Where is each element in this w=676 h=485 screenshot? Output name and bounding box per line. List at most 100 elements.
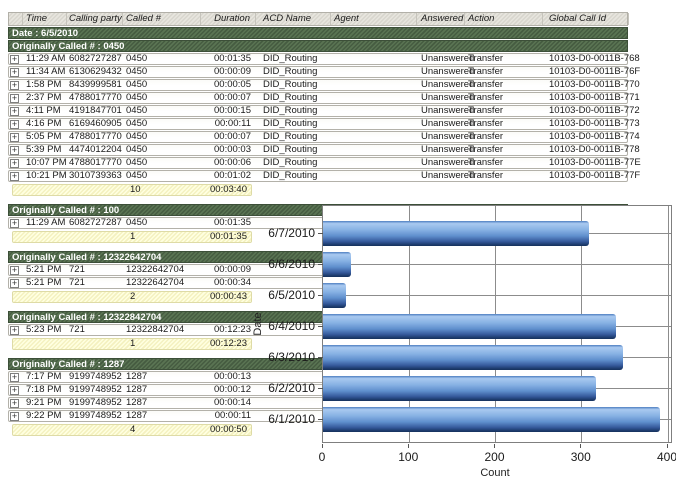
answered-cell: Unanswered <box>421 131 475 142</box>
expand-icon[interactable]: + <box>10 171 19 181</box>
action-cell: Transfer <box>468 170 504 181</box>
calling-cell: 9199748952 <box>69 410 122 421</box>
expand-cell: + <box>9 325 23 336</box>
time-cell: 1:58 PM <box>26 79 62 90</box>
y-tick-label: 6/2/2010 <box>268 381 315 395</box>
called-cell: 0450 <box>126 217 148 228</box>
answered-cell: Unanswered <box>421 66 475 77</box>
summary-call-count: 1 <box>130 338 136 349</box>
gridline-vertical <box>667 206 669 442</box>
agent-cell <box>331 132 417 143</box>
time-cell: 2:37 PM <box>26 92 62 103</box>
calling-cell: 6082727287 <box>69 217 122 228</box>
called-cell: 1287 <box>126 371 148 382</box>
chart-bar <box>323 376 596 401</box>
action-cell: Transfer <box>468 53 504 64</box>
calling-cell: 721 <box>69 277 85 288</box>
expand-icon[interactable]: + <box>10 218 19 228</box>
global_id-cell: 10103-D0-0011B-771 <box>549 92 640 103</box>
expand-icon[interactable]: + <box>10 132 19 142</box>
action-cell: Transfer <box>468 157 504 168</box>
expand-icon[interactable]: + <box>10 145 19 155</box>
expand-icon[interactable]: + <box>10 385 19 395</box>
time-cell: 10:21 PM <box>26 170 67 181</box>
gridline-horizontal <box>323 295 671 296</box>
agent-cell <box>331 158 417 169</box>
expand-cell: + <box>9 93 23 104</box>
expand-cell: + <box>9 171 23 182</box>
expand-cell: + <box>9 385 23 396</box>
expand-icon[interactable]: + <box>10 265 19 275</box>
expand-icon[interactable]: + <box>10 80 19 90</box>
expand-cell: + <box>9 218 23 229</box>
time-cell: 7:18 PM <box>26 384 62 395</box>
y-tick-label: 6/5/2010 <box>268 288 315 302</box>
agent-cell <box>331 145 417 156</box>
expand-cell: + <box>9 372 23 383</box>
calls-per-day-chart: Date 6/7/2010 6/6/2010 6/5/2010 6/4/2010 6/3… <box>252 200 676 485</box>
calling-cell: 6130629432 <box>69 66 122 77</box>
answered-cell: Unanswered <box>421 118 475 129</box>
calling-cell: 4191847701 <box>69 105 122 116</box>
duration-cell: 00:00:03 <box>214 144 251 155</box>
x-tick-mark <box>666 444 668 448</box>
expand-cell: + <box>9 67 23 78</box>
acd-cell: DID_Routing <box>263 157 318 168</box>
table-row: +11:34 AM 6130629432 0450 00:00:09 DID_Routi… <box>8 66 640 78</box>
chart-bar <box>323 221 589 246</box>
expand-cell: + <box>9 411 23 422</box>
duration-cell: 00:00:05 <box>214 79 251 90</box>
y-tick-mark <box>318 388 323 389</box>
chart-plot-area: 6/7/2010 6/6/2010 6/5/2010 6/4/2010 6/3/2010… <box>268 205 672 443</box>
expand-icon[interactable]: + <box>10 278 19 288</box>
summary-total-duration: 00:00:43 <box>210 291 247 302</box>
column-header-global_id: Global Call Id <box>543 13 629 25</box>
expand-icon[interactable]: + <box>10 411 19 421</box>
expand-icon[interactable]: + <box>10 119 19 129</box>
global_id-cell: 10103-D0-0011B-773 <box>549 118 640 129</box>
called-cell: 0450 <box>126 170 148 181</box>
chart-bar <box>323 252 351 277</box>
summary-total-duration: 00:03:40 <box>210 184 247 195</box>
x-axis-title: Count <box>480 467 510 479</box>
expand-icon[interactable]: + <box>10 158 19 168</box>
expand-icon[interactable]: + <box>10 106 19 116</box>
action-cell: Transfer <box>468 79 504 90</box>
global_id-cell: 10103-D0-0011B-778 <box>549 144 640 155</box>
time-cell: 4:16 PM <box>26 118 62 129</box>
chart-bar <box>323 345 623 370</box>
duration-cell: 00:12:23 <box>214 324 251 335</box>
global_id-cell: 10103-D0-0011B-770 <box>549 79 640 90</box>
expand-icon[interactable]: + <box>10 398 19 408</box>
global_id-cell: 10103-D0-0011B-768 <box>549 53 640 64</box>
answered-cell: Unanswered <box>421 79 475 90</box>
x-tick-label: 400 <box>656 450 676 464</box>
duration-cell: 00:00:09 <box>214 264 251 275</box>
agent-cell <box>331 171 417 182</box>
table-row: +1:58 PM 8439999581 0450 00:00:05 DID_Routin… <box>8 79 640 91</box>
expand-icon[interactable]: + <box>10 325 19 335</box>
expand-icon[interactable]: + <box>10 93 19 103</box>
agent-cell <box>331 67 417 78</box>
x-tick-mark <box>407 444 409 448</box>
acd-cell: DID_Routing <box>263 66 318 77</box>
answered-cell: Unanswered <box>421 105 475 116</box>
time-cell: 5:21 PM <box>26 264 62 275</box>
expand-cell: + <box>9 158 23 169</box>
expand-cell: + <box>9 80 23 91</box>
expand-cell: + <box>9 132 23 143</box>
global_id-cell: 10103-D0-0011B-77F <box>549 170 641 181</box>
action-cell: Transfer <box>468 144 504 155</box>
expand-icon[interactable]: + <box>10 67 19 77</box>
expand-icon[interactable]: + <box>10 54 19 64</box>
expand-cell: + <box>9 398 23 409</box>
y-tick-mark <box>318 357 323 358</box>
called-cell: 1287 <box>126 397 148 408</box>
expand-icon[interactable]: + <box>10 372 19 382</box>
column-header-called: Called # <box>123 13 201 25</box>
global_id-cell: 10103-D0-0011B-77E <box>549 157 641 168</box>
called-cell: 0450 <box>126 105 148 116</box>
global_id-cell: 10103-D0-0011B-772 <box>549 105 640 116</box>
acd-cell: DID_Routing <box>263 79 318 90</box>
